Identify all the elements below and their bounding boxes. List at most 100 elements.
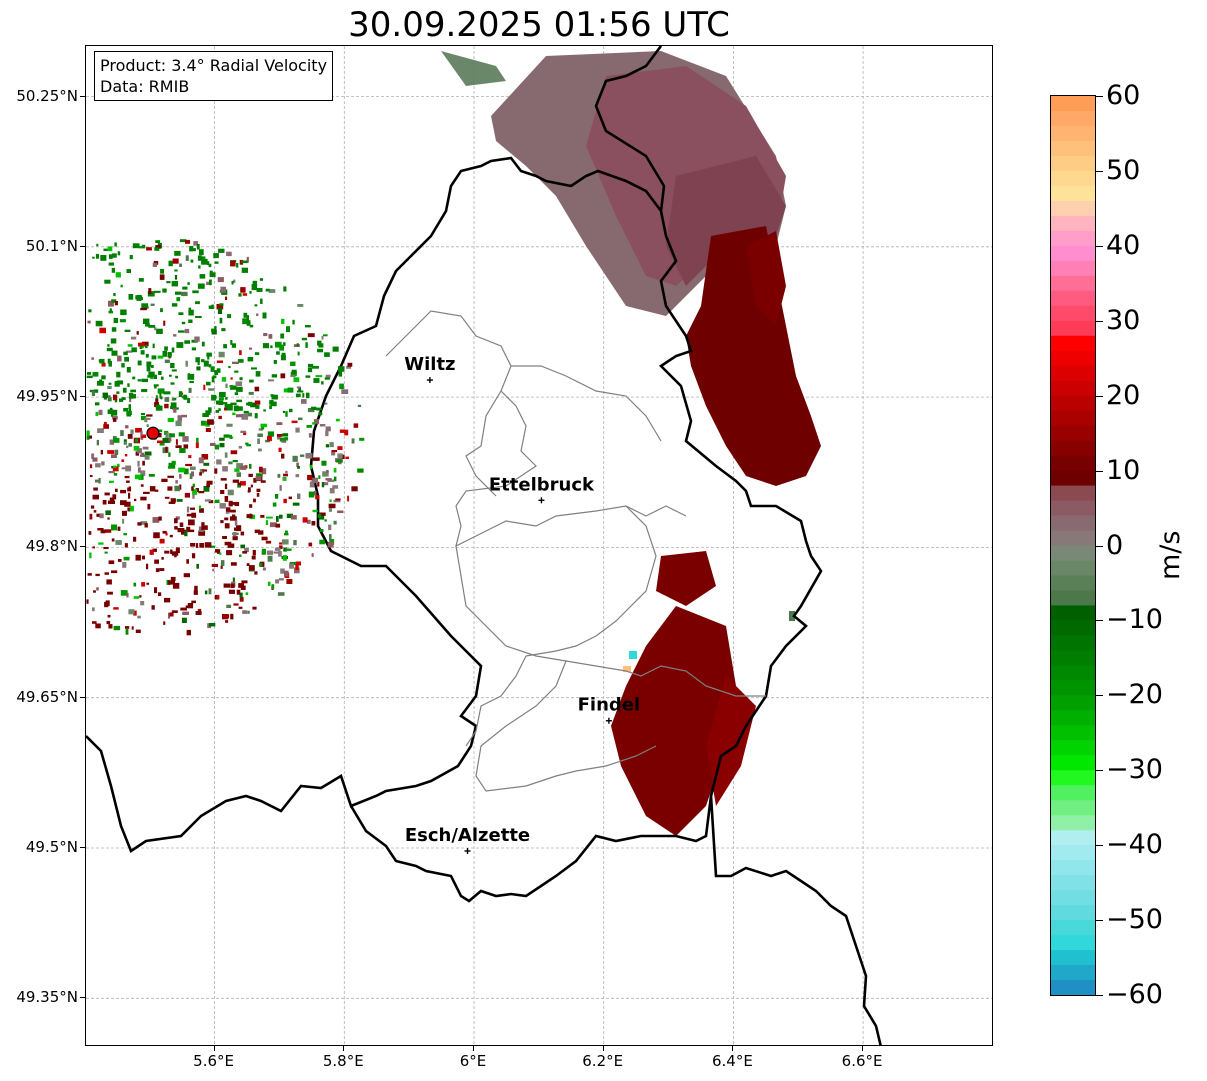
echo-pixel [175, 547, 180, 554]
echo-pixel [312, 422, 316, 425]
echo-pixel [251, 367, 257, 370]
echo-pixel [123, 351, 128, 356]
city-ettelbruck: Ettelbruck [489, 474, 595, 504]
echo-pixel [184, 530, 188, 537]
echo-pixel [259, 562, 263, 567]
echo-pixel [254, 304, 258, 307]
echo-pixel [107, 395, 111, 402]
echo-pixel [171, 398, 176, 401]
echo-pixel [335, 418, 340, 422]
echo-pixel [171, 369, 177, 372]
echo-pixel [170, 498, 176, 503]
map-panel[interactable]: Wiltz Ettelbruck Findel Esch/Alzette [85, 45, 993, 1046]
echo-pixel [182, 436, 189, 442]
colorbar-tick-mark [1096, 770, 1103, 772]
echo-pixel [141, 346, 144, 349]
echo-pixel [155, 245, 161, 249]
echo-pixel [285, 530, 288, 533]
echo-pixel [208, 388, 215, 391]
echo-pixel [311, 553, 314, 557]
lat-tick-label: 49.8°N [25, 537, 78, 556]
echo-pixel [226, 423, 233, 427]
colorbar-tick-mark [1096, 245, 1103, 247]
echo-pixel [197, 283, 205, 289]
echo-pixel [202, 413, 209, 417]
echo-pixel [189, 380, 194, 384]
echo-pixel [230, 402, 237, 405]
lon-tick-mark [343, 1046, 345, 1051]
echo-pixel [126, 445, 129, 449]
echo-pixel [174, 275, 178, 280]
echo-pixel [307, 367, 313, 373]
echo-pixel [201, 522, 205, 526]
echo-pixel [219, 437, 225, 441]
echo-pixel [227, 543, 235, 548]
echo-pixel [279, 514, 283, 519]
echo-pixel [164, 550, 170, 554]
echo-pixel [116, 463, 120, 468]
echo-pixel [271, 394, 278, 400]
echo-pixel [292, 455, 298, 462]
colorbar-tick-mark [1096, 620, 1103, 622]
echo-pixel [265, 520, 269, 525]
lon-tick-mark [732, 1046, 734, 1051]
echo-pixel [105, 510, 111, 515]
echo-pixel [301, 399, 307, 404]
echo-pixel [113, 394, 118, 401]
echo-pixel [128, 294, 134, 300]
radar-site-marker[interactable] [146, 426, 160, 440]
echo-pixel [104, 551, 108, 554]
echo-pixel [217, 308, 223, 314]
product-info-box: Product: 3.4° Radial Velocity Data: RMIB [94, 51, 334, 101]
echo-pixel [313, 419, 319, 425]
echo-pixel [124, 475, 130, 479]
colorbar-tick-mark [1096, 845, 1103, 847]
echo-pixel [111, 299, 117, 303]
echo-pixel [252, 606, 257, 610]
echo-pixel [240, 430, 246, 433]
colorbar-band [1051, 305, 1095, 322]
echo-pixel [161, 557, 164, 560]
echo-pixel [339, 429, 346, 433]
echo-pixel [218, 408, 221, 411]
echo-pixel [254, 352, 260, 355]
echo-pixel [195, 301, 200, 305]
echo-pixel [291, 420, 298, 424]
colorbar-band [1051, 830, 1095, 846]
echo-pixel [228, 589, 235, 594]
echo-pixel [134, 498, 137, 502]
echo-pixel [162, 350, 167, 357]
echo-pixel [254, 571, 258, 575]
echo-pixel [353, 423, 359, 428]
echo-pixel [341, 389, 349, 394]
echo-pixel [108, 471, 115, 474]
echo-pixel [230, 450, 238, 455]
echo-pixel [111, 412, 113, 417]
colorbar-band [1051, 650, 1095, 666]
echo-pixel [148, 474, 155, 477]
echo-pixel [267, 555, 273, 562]
echo-pixel [197, 255, 202, 261]
echo-pixel [224, 517, 229, 521]
echo-pixel [140, 413, 145, 416]
echo-pixel [121, 363, 125, 368]
colorbar-band [1051, 410, 1095, 427]
echo-pixel [177, 415, 183, 421]
echo-pixel [228, 365, 231, 369]
colorbar-band [1051, 770, 1095, 786]
echo-pixel [191, 347, 196, 351]
echo-pixel [276, 434, 283, 437]
echo-pixel [284, 437, 289, 441]
echo-pixel [94, 402, 100, 406]
city-esch-alzette: Esch/Alzette [405, 825, 530, 855]
echo-pixel [287, 387, 294, 393]
echo-pixel [290, 375, 296, 378]
echo-pixel [211, 563, 218, 567]
colorbar-band [1051, 545, 1095, 562]
echo-pixel [158, 516, 162, 521]
echo-pixel [281, 440, 287, 443]
echo-pixel [333, 468, 337, 473]
echo-pixel [308, 363, 314, 367]
echo-pixel [122, 562, 127, 568]
echo-pixel [98, 409, 103, 416]
